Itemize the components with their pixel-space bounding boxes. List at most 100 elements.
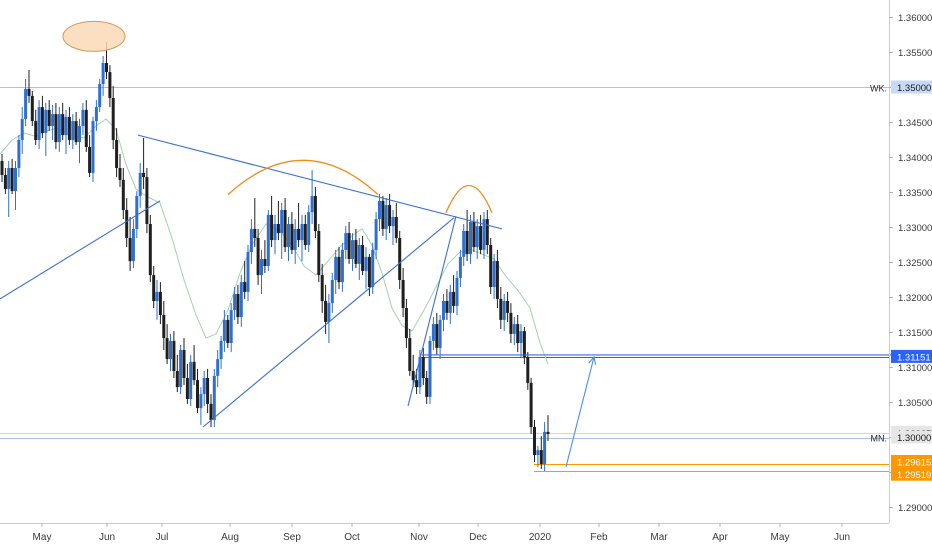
candle-body[interactable]	[10, 168, 14, 192]
drawings[interactable]	[0, 20, 932, 468]
candle-body[interactable]	[249, 228, 253, 252]
candle-body[interactable]	[367, 256, 371, 287]
candle-body[interactable]	[125, 210, 129, 238]
candle-body[interactable]	[317, 231, 321, 276]
candle-body[interactable]	[543, 431, 547, 465]
candle-body[interactable]	[158, 291, 162, 315]
candle-body[interactable]	[533, 427, 536, 455]
candle-body[interactable]	[307, 212, 311, 245]
candle-body[interactable]	[489, 245, 493, 287]
candle-body[interactable]	[469, 221, 472, 255]
candle-body[interactable]	[101, 63, 105, 84]
time-axis[interactable]: May Jun Jul Aug Sep Oct Nov Dec 2020 Feb Mar Apr May…	[33, 523, 851, 543]
candle-body[interactable]	[118, 168, 122, 180]
candle-body[interactable]	[421, 357, 425, 378]
candle-body[interactable]	[206, 378, 210, 404]
candle-body[interactable]	[300, 224, 304, 241]
candle-body[interactable]	[196, 380, 199, 409]
arrow-line[interactable]	[565, 356, 595, 468]
candle-body[interactable]	[229, 310, 233, 343]
candle-body[interactable]	[256, 238, 260, 276]
candle-body[interactable]	[88, 147, 92, 173]
candle-body[interactable]	[364, 256, 368, 271]
trend-line[interactable]	[137, 134, 503, 230]
candle-body[interactable]	[71, 121, 75, 140]
candle-body[interactable]	[54, 114, 58, 143]
candle-body[interactable]	[522, 331, 526, 357]
candle-body[interactable]	[246, 252, 250, 292]
candle-body[interactable]	[418, 357, 422, 388]
candle-body[interactable]	[330, 280, 334, 304]
candle-body[interactable]	[7, 168, 11, 189]
candle-body[interactable]	[30, 95, 34, 122]
candle-body[interactable]	[219, 340, 223, 360]
candle-body[interactable]	[411, 371, 415, 381]
candle-body[interactable]	[394, 217, 398, 238]
candle-body[interactable]	[442, 301, 445, 320]
candle-body[interactable]	[371, 249, 375, 287]
candle-body[interactable]	[138, 172, 142, 196]
candle-body[interactable]	[280, 210, 284, 234]
candle-body[interactable]	[145, 177, 149, 224]
candle-body[interactable]	[293, 228, 297, 250]
candle-body[interactable]	[226, 319, 230, 343]
candle-body[interactable]	[401, 280, 405, 308]
candle-body[interactable]	[357, 245, 361, 264]
candle-body[interactable]	[175, 371, 179, 388]
candle-body[interactable]	[452, 291, 456, 306]
candle-body[interactable]	[128, 238, 132, 262]
candle-body[interactable]	[108, 72, 112, 98]
candle-body[interactable]	[189, 361, 193, 399]
candle-body[interactable]	[57, 114, 61, 143]
candles[interactable]	[0, 42, 550, 472]
candle-body[interactable]	[502, 301, 506, 320]
candle-body[interactable]	[105, 63, 108, 73]
candle-body[interactable]	[297, 228, 301, 241]
candle-body[interactable]	[536, 450, 540, 455]
candle-body[interactable]	[24, 88, 28, 119]
candle-body[interactable]	[165, 338, 169, 360]
candle-body[interactable]	[61, 114, 65, 136]
candle-body[interactable]	[472, 221, 476, 248]
candle-body[interactable]	[509, 312, 513, 334]
candle-body[interactable]	[324, 301, 328, 322]
highlight-ellipse[interactable]	[62, 20, 126, 52]
candle-body[interactable]	[273, 224, 277, 241]
candle-body[interactable]	[192, 361, 196, 381]
candle-body[interactable]	[351, 240, 354, 259]
candle-body[interactable]	[344, 233, 348, 250]
candle-body[interactable]	[98, 84, 102, 108]
candle-body[interactable]	[142, 172, 146, 178]
candle-body[interactable]	[182, 350, 186, 378]
candle-body[interactable]	[482, 219, 486, 250]
candle-body[interactable]	[209, 403, 213, 420]
candle-body[interactable]	[465, 231, 469, 255]
candle-body[interactable]	[152, 275, 156, 301]
candle-body[interactable]	[17, 140, 21, 168]
candle-body[interactable]	[519, 331, 523, 343]
candle-body[interactable]	[529, 382, 533, 427]
candle-body[interactable]	[303, 224, 307, 245]
candle-body[interactable]	[526, 357, 530, 383]
candle-body[interactable]	[445, 301, 449, 313]
candle-body[interactable]	[499, 298, 503, 320]
candle-body[interactable]	[37, 107, 41, 140]
candle-body[interactable]	[327, 303, 331, 322]
candle-body[interactable]	[233, 294, 237, 311]
candle-body[interactable]	[462, 231, 466, 257]
candle-body[interactable]	[202, 378, 206, 395]
candle-body[interactable]	[27, 88, 31, 96]
candle-body[interactable]	[415, 380, 419, 388]
candle-body[interactable]	[111, 98, 115, 140]
candle-body[interactable]	[199, 394, 203, 409]
candle-body[interactable]	[428, 340, 432, 397]
candle-body[interactable]	[155, 291, 159, 301]
candle-body[interactable]	[310, 196, 314, 213]
candle-body[interactable]	[236, 294, 240, 318]
candle-body[interactable]	[512, 324, 516, 334]
candle-body[interactable]	[408, 338, 412, 371]
candle-body[interactable]	[448, 291, 452, 313]
candle-body[interactable]	[425, 378, 429, 397]
candle-body[interactable]	[78, 126, 81, 143]
